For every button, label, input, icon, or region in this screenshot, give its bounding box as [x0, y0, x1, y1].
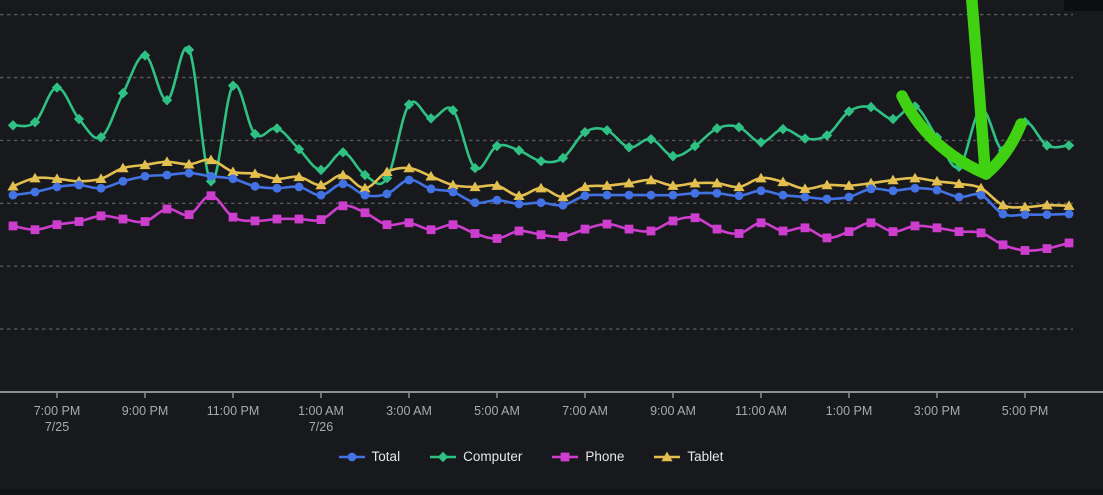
x-axis-label: 11:00 PM [207, 404, 260, 418]
legend-item-phone[interactable]: Phone [552, 449, 624, 464]
legend-square-icon [552, 452, 579, 461]
x-axis-label: 7:00 PM [34, 404, 81, 418]
legend-diamond-icon [430, 451, 457, 462]
bottom-edge-strip [0, 489, 1103, 495]
x-axis-label: 5:00 PM [1002, 404, 1049, 418]
legend-triangle-icon [654, 451, 681, 461]
legend-circle-icon [338, 452, 365, 461]
top-right-corner-box [1064, 0, 1103, 11]
legend-label: Computer [463, 449, 523, 464]
legend-label: Total [371, 449, 401, 464]
series-tablet [7, 154, 1075, 212]
hand-drawn-arrow-annotation [896, 0, 1027, 180]
x-axis-label: 5:00 AM [474, 404, 520, 418]
series-phone [8, 191, 1074, 255]
legend-item-tablet[interactable]: Tablet [654, 449, 723, 464]
x-axis-label: 9:00 AM [650, 404, 696, 418]
chart-legend: Total Computer Phone Tablet [0, 449, 1062, 464]
x-axis-date-label: 7/26 [309, 420, 333, 434]
series-total [8, 168, 1074, 220]
legend-label: Phone [585, 449, 625, 464]
x-axis-label: 3:00 AM [386, 404, 432, 418]
x-axis-label: 3:00 PM [914, 404, 961, 418]
x-axis-date-label: 7/25 [45, 420, 69, 434]
x-axis-label: 1:00 PM [826, 404, 873, 418]
x-axis-label: 9:00 PM [122, 404, 169, 418]
x-axis-label: 11:00 AM [735, 404, 787, 418]
x-axis-label: 7:00 AM [562, 404, 608, 418]
legend-item-total[interactable]: Total [338, 449, 401, 464]
series-computer [7, 44, 1075, 187]
legend-item-computer[interactable]: Computer [430, 449, 522, 464]
legend-label: Tablet [687, 449, 724, 464]
x-axis-label: 1:00 AM [298, 404, 344, 418]
line-chart: 7:00 PM 7/25 9:00 PM 11:00 PM 1:00 AM 7/26 3:0… [0, 0, 1103, 434]
